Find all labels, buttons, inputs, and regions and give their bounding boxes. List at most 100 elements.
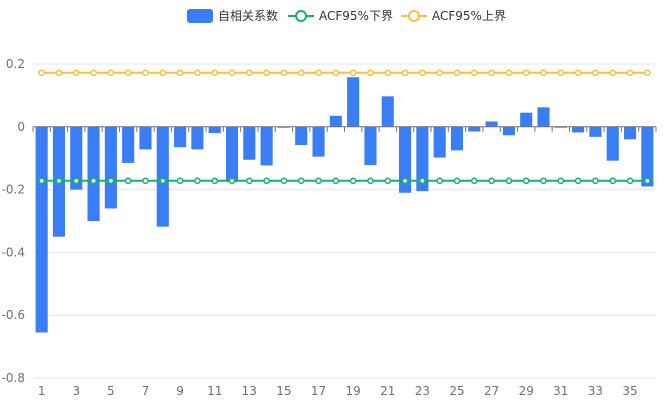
- bound-point[interactable]: [643, 69, 651, 77]
- bound-point[interactable]: [419, 177, 426, 185]
- bound-point[interactable]: [453, 177, 461, 185]
- bound-point[interactable]: [384, 69, 392, 77]
- acf-bar[interactable]: [399, 126, 412, 193]
- bound-point[interactable]: [194, 177, 201, 185]
- bound-point[interactable]: [124, 177, 132, 185]
- bound-point[interactable]: [55, 177, 63, 185]
- acf-bar[interactable]: [606, 126, 619, 161]
- bound-point[interactable]: [436, 69, 444, 77]
- acf-bar[interactable]: [104, 126, 117, 209]
- acf-bar[interactable]: [225, 126, 239, 182]
- acf-bar[interactable]: [243, 126, 256, 160]
- bound-point[interactable]: [557, 177, 565, 185]
- bound-point[interactable]: [211, 69, 219, 77]
- bound-point[interactable]: [488, 177, 495, 185]
- bound-point[interactable]: [557, 69, 565, 77]
- bound-point[interactable]: [297, 69, 305, 77]
- acf-bar[interactable]: [520, 112, 533, 127]
- bound-point[interactable]: [315, 177, 322, 185]
- bound-point[interactable]: [107, 177, 115, 185]
- bound-point[interactable]: [38, 177, 46, 185]
- bound-point[interactable]: [401, 177, 409, 185]
- bound-point[interactable]: [401, 69, 409, 77]
- bound-point[interactable]: [176, 69, 184, 77]
- bound-point[interactable]: [72, 69, 80, 77]
- bound-point[interactable]: [228, 69, 236, 77]
- acf-bar[interactable]: [139, 126, 152, 150]
- bound-point[interactable]: [609, 177, 617, 185]
- bound-point[interactable]: [55, 69, 63, 77]
- bound-point[interactable]: [90, 177, 97, 185]
- bound-point[interactable]: [505, 177, 513, 185]
- bound-point[interactable]: [609, 69, 617, 77]
- bound-point[interactable]: [159, 69, 167, 77]
- acf-bar[interactable]: [502, 126, 515, 136]
- bound-point[interactable]: [367, 177, 374, 185]
- bound-point[interactable]: [297, 177, 305, 185]
- acf-bar[interactable]: [208, 126, 221, 134]
- acf-bar[interactable]: [416, 126, 429, 192]
- acf-bar[interactable]: [572, 126, 585, 133]
- acf-bar[interactable]: [433, 126, 446, 158]
- acf-bar[interactable]: [312, 126, 325, 157]
- bound-point[interactable]: [522, 69, 530, 77]
- acf-bar[interactable]: [450, 126, 464, 151]
- bound-point[interactable]: [592, 177, 599, 185]
- acf-bar[interactable]: [260, 126, 273, 166]
- bound-point[interactable]: [453, 69, 461, 77]
- bound-point[interactable]: [592, 69, 599, 77]
- acf-bar[interactable]: [87, 126, 100, 221]
- legend-item-acf[interactable]: 自相关系数: [187, 8, 278, 23]
- bound-point[interactable]: [349, 69, 357, 77]
- bound-point[interactable]: [540, 69, 547, 77]
- bound-point[interactable]: [384, 177, 392, 185]
- acf-bar[interactable]: [122, 126, 135, 163]
- acf-bar[interactable]: [485, 121, 498, 127]
- bound-point[interactable]: [436, 177, 444, 185]
- legend-item-lower[interactable]: ACF95%下界: [288, 9, 393, 23]
- bound-point[interactable]: [72, 177, 80, 185]
- bound-point[interactable]: [263, 69, 270, 77]
- bound-point[interactable]: [522, 177, 530, 185]
- acf-bar[interactable]: [381, 96, 394, 127]
- bound-point[interactable]: [176, 177, 184, 185]
- bound-point[interactable]: [38, 69, 46, 77]
- bound-point[interactable]: [159, 177, 167, 185]
- bound-point[interactable]: [280, 69, 288, 77]
- bound-point[interactable]: [124, 69, 132, 77]
- acf-bar[interactable]: [347, 77, 360, 127]
- acf-bar[interactable]: [70, 126, 83, 190]
- bound-point[interactable]: [626, 177, 634, 185]
- bound-point[interactable]: [211, 177, 219, 185]
- bound-point[interactable]: [626, 69, 634, 77]
- legend-item-upper[interactable]: ACF95%上界: [401, 9, 506, 23]
- bound-point[interactable]: [142, 69, 149, 77]
- acf-bar[interactable]: [589, 126, 602, 137]
- bound-point[interactable]: [280, 177, 288, 185]
- bound-point[interactable]: [574, 177, 582, 185]
- acf-bar[interactable]: [329, 115, 342, 127]
- acf-bar[interactable]: [35, 126, 48, 333]
- bound-point[interactable]: [488, 69, 495, 77]
- acf-bar[interactable]: [364, 126, 377, 166]
- bound-point[interactable]: [315, 69, 322, 77]
- bound-point[interactable]: [540, 177, 547, 185]
- bound-point[interactable]: [194, 69, 201, 77]
- acf-bar[interactable]: [156, 126, 169, 227]
- acf-bar[interactable]: [295, 126, 308, 146]
- acf-bar[interactable]: [641, 126, 654, 187]
- bound-point[interactable]: [349, 177, 357, 185]
- bound-point[interactable]: [245, 69, 253, 77]
- bound-point[interactable]: [470, 69, 478, 77]
- bound-point[interactable]: [574, 69, 582, 77]
- bound-point[interactable]: [505, 69, 513, 77]
- bound-point[interactable]: [263, 177, 270, 185]
- bound-point[interactable]: [90, 69, 97, 77]
- bound-point[interactable]: [332, 177, 340, 185]
- bound-point[interactable]: [107, 69, 115, 77]
- bound-point[interactable]: [643, 177, 651, 185]
- bound-point[interactable]: [419, 69, 426, 77]
- bound-point[interactable]: [245, 177, 253, 185]
- acf-bar[interactable]: [537, 107, 550, 127]
- acf-bar[interactable]: [623, 126, 637, 140]
